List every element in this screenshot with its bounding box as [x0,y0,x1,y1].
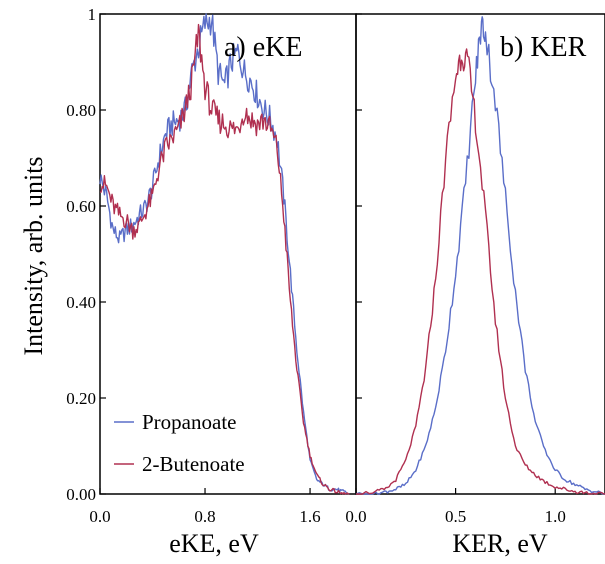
panel-b-x-axis-title: KER, eV [452,529,548,558]
legend-entry-label: 2-Butenoate [142,452,245,476]
panel-a-y-tick-label: 1 [88,5,97,24]
panel-a-x-tick-label: 1.6 [299,507,320,526]
legend-entry-label: Propanoate [142,410,236,434]
panel-a-x-tick-label: 0.8 [194,507,215,526]
panel-a-y-ticks: 0.00 0.20 0.40 0.60 0.80 1 [66,5,106,504]
panel-b-x-tick-label: 0.0 [345,507,366,526]
panel-b-series-2-butenoate [356,48,605,495]
panel-a-x-ticks: 0.0 0.8 1.6 [89,488,321,526]
panel-a-series-2-butenoate [99,23,350,495]
panel-b-x-tick-label: 0.5 [445,507,466,526]
panel-b-series-propanoate [355,16,605,495]
legend: Propanoate 2-Butenoate [114,410,245,476]
panel-a-y-tick-label: 0.20 [66,389,96,408]
panel-a-y-tick-label: 0.60 [66,197,96,216]
panel-b-ker: 0.0 0.5 1.0 b) KER KER, eV [345,13,605,558]
y-axis-title: Intensity, arb. units [19,156,48,355]
panel-a-eke: 0.00 0.20 0.40 0.60 0.80 1 0.0 0.8 1.6 a) eKE e… [66,5,357,558]
panel-b-y-ticks [356,13,362,495]
panel-b-series [355,16,605,495]
panel-a-y-tick-label: 0.80 [66,101,96,120]
panel-a-y-tick-label: 0.40 [66,293,96,312]
panel-b-label: b) KER [500,32,587,63]
panel-a-x-axis-title: eKE, eV [169,529,259,558]
panel-a-x-tick-label: 0.0 [89,507,110,526]
panel-b-x-tick-label: 1.0 [545,507,566,526]
panel-b-x-ticks: 0.0 0.5 1.0 [345,488,566,526]
panel-a-series [99,13,350,495]
panel-a-label: a) eKE [224,32,303,63]
panel-b-frame [355,13,605,495]
panel-a-y-tick-label: 0.00 [66,485,96,504]
